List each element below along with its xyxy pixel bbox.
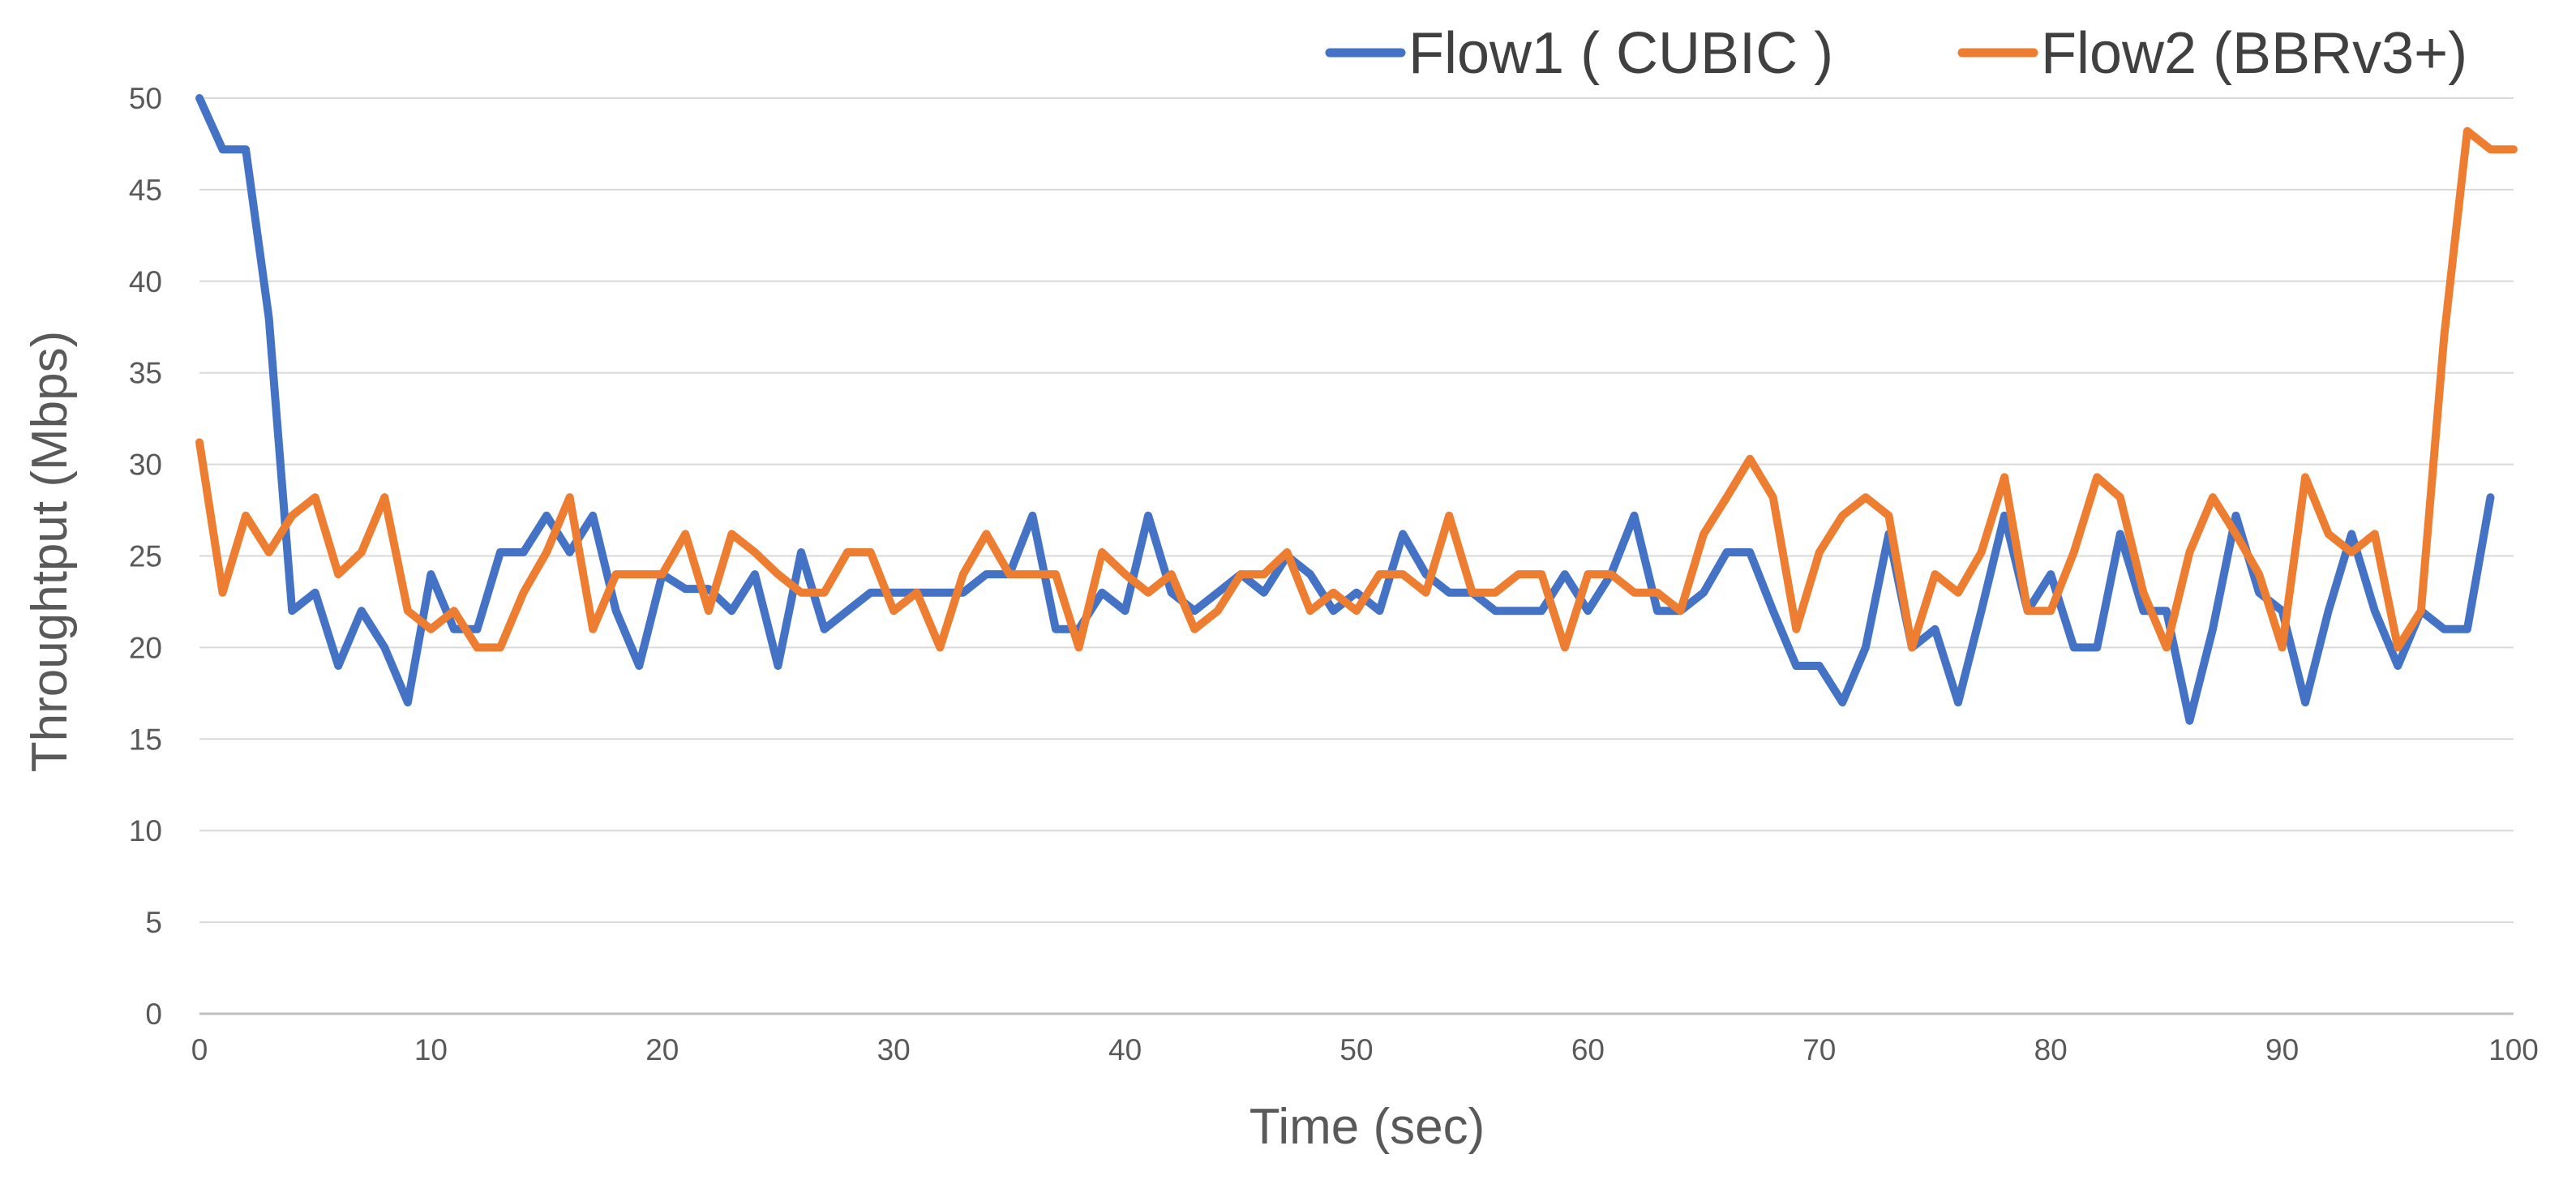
y-tick-label: 45	[129, 174, 162, 207]
y-tick-labels: 0 5 10 15 20 25 30 35 40 45 50	[129, 82, 162, 1031]
x-tick-label: 40	[1108, 1033, 1142, 1066]
x-tick-label: 50	[1339, 1033, 1373, 1066]
series-line-flow1	[195, 94, 2495, 725]
y-tick-label: 0	[145, 998, 162, 1031]
y-tick-label: 30	[129, 448, 162, 482]
x-tick-label: 70	[1802, 1033, 1836, 1066]
y-tick-label: 10	[129, 814, 162, 847]
gridlines	[199, 97, 2514, 1015]
y-tick-label: 5	[145, 906, 162, 939]
x-tick-label: 20	[645, 1033, 679, 1066]
y-axis-title: Throughtput (Mbps)	[22, 331, 78, 772]
y-tick-label: 35	[129, 357, 162, 390]
legend-label-flow1: Flow1 ( CUBIC )	[1408, 21, 1833, 86]
series-lines	[195, 94, 2518, 725]
x-tick-label: 90	[2265, 1033, 2299, 1066]
x-tick-label: 0	[191, 1033, 208, 1066]
y-tick-label: 15	[129, 723, 162, 756]
x-tick-label: 30	[877, 1033, 911, 1066]
x-axis-title: Time (sec)	[1249, 1099, 1485, 1155]
series-line-flow2	[195, 127, 2518, 652]
legend: Flow1 ( CUBIC ) Flow2 (BBRv3+)	[1325, 21, 2467, 86]
x-tick-label: 10	[414, 1033, 448, 1066]
y-tick-label: 25	[129, 540, 162, 573]
x-tick-label: 100	[2488, 1033, 2539, 1066]
x-tick-label: 80	[2034, 1033, 2068, 1066]
y-tick-label: 40	[129, 265, 162, 298]
y-tick-label: 20	[129, 631, 162, 664]
x-tick-labels: 0 10 20 30 40 50 60 70 80 90 100	[191, 1033, 2539, 1066]
legend-label-flow2: Flow2 (BBRv3+)	[2041, 21, 2467, 86]
x-tick-label: 60	[1571, 1033, 1605, 1066]
y-tick-label: 50	[129, 82, 162, 115]
